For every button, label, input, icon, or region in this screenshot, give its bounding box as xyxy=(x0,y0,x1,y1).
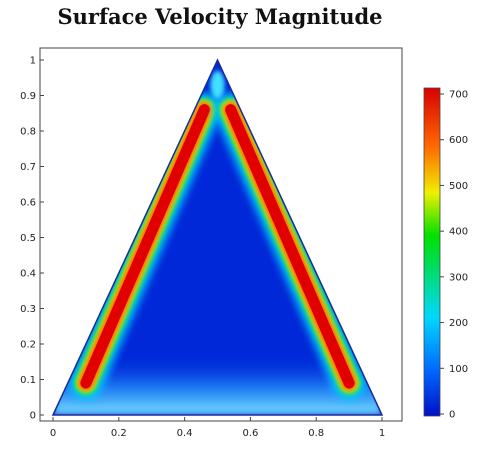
x-tick-label: 0.8 xyxy=(308,428,324,439)
x-tick-label: 0.6 xyxy=(242,428,258,439)
x-tick-label: 0.2 xyxy=(111,428,127,439)
y-tick-label: 0.4 xyxy=(20,269,36,280)
chart-title: Surface Velocity Magnitude xyxy=(57,4,383,29)
y-tick-label: 1 xyxy=(30,56,36,67)
y-tick-label: 0.9 xyxy=(20,91,36,102)
y-tick-label: 0.3 xyxy=(20,304,36,315)
x-tick-label: 1 xyxy=(379,428,385,439)
apex-region xyxy=(210,70,225,99)
colorbar-tick-label: 200 xyxy=(449,318,468,329)
y-tick-label: 0.8 xyxy=(20,127,36,138)
heatmap-domain xyxy=(53,60,382,415)
colorbar-bar xyxy=(423,87,441,417)
y-tick-label: 0.6 xyxy=(20,198,36,209)
y-tick-label: 0.5 xyxy=(20,233,36,244)
colorbar-ticks: 0 100 200 300 400 500 600 700 xyxy=(440,90,468,421)
y-axis: 0 0.1 0.2 0.3 0.4 0.5 0.6 0.7 0.8 0.9 1 xyxy=(20,56,44,422)
field-base xyxy=(53,60,382,415)
y-tick-label: 0.2 xyxy=(20,340,36,351)
colorbar: 0 100 200 300 400 500 600 700 xyxy=(423,87,468,421)
right-wall-band xyxy=(225,104,355,389)
colorbar-tick-label: 400 xyxy=(449,227,468,238)
colorbar-tick-label: 300 xyxy=(449,272,468,283)
y-tick-label: 0.7 xyxy=(20,162,36,173)
domain-outline xyxy=(51,58,384,416)
x-axis: 0 0.2 0.4 0.6 0.8 1 xyxy=(50,417,385,439)
left-wall-band xyxy=(80,104,210,389)
x-tick-label: 0.4 xyxy=(177,428,193,439)
colorbar-tick-label: 500 xyxy=(449,181,468,192)
colorbar-tick-label: 0 xyxy=(449,410,455,421)
y-tick-label: 0.1 xyxy=(20,375,36,386)
y-tick-label: 0 xyxy=(30,411,36,422)
colorbar-tick-label: 100 xyxy=(449,364,468,375)
colorbar-tick-label: 600 xyxy=(449,135,468,146)
x-tick-label: 0 xyxy=(50,428,56,439)
colorbar-tick-label: 700 xyxy=(449,90,468,101)
